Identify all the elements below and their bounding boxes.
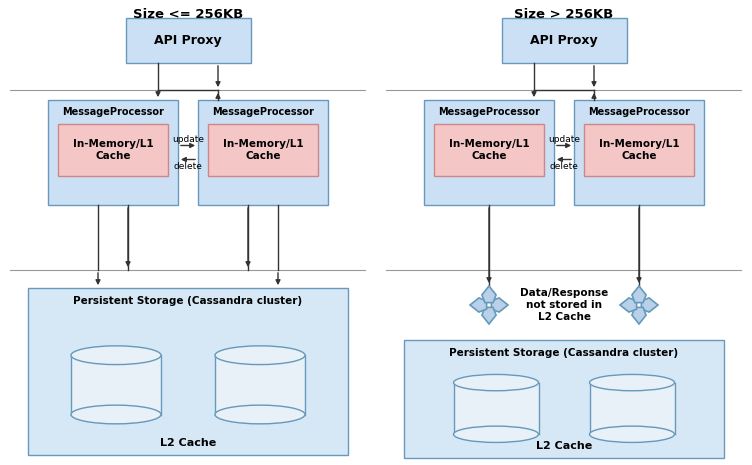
Ellipse shape [453,426,538,442]
Ellipse shape [215,405,305,424]
Polygon shape [482,286,496,303]
Text: Size <= 256KB: Size <= 256KB [133,8,243,21]
Text: API Proxy: API Proxy [154,34,222,47]
Text: MessageProcessor: MessageProcessor [212,107,314,117]
Bar [502,18,626,63]
Ellipse shape [71,405,161,424]
Ellipse shape [590,374,675,391]
Text: update: update [172,134,204,144]
Bar [198,100,328,205]
Bar [58,124,168,176]
Ellipse shape [453,374,538,391]
Text: Persistent Storage (Cassandra cluster): Persistent Storage (Cassandra cluster) [74,296,302,306]
Text: L2 Cache: L2 Cache [160,438,216,448]
Polygon shape [470,298,487,312]
Ellipse shape [590,426,675,442]
Text: In-Memory/L1
Cache: In-Memory/L1 Cache [223,139,303,161]
Bar [28,288,348,455]
Text: L2 Cache: L2 Cache [536,441,592,451]
Bar [424,100,554,205]
Text: MessageProcessor: MessageProcessor [62,107,164,117]
Text: MessageProcessor: MessageProcessor [438,107,540,117]
Polygon shape [632,286,646,303]
Bar [574,100,704,205]
Bar [434,124,544,176]
Text: Data/Response
not stored in
L2 Cache: Data/Response not stored in L2 Cache [520,288,608,322]
Text: delete: delete [550,161,578,171]
Polygon shape [620,298,637,312]
Ellipse shape [71,346,161,365]
Bar [48,100,178,205]
Text: Size > 256KB: Size > 256KB [514,8,614,21]
Text: MessageProcessor: MessageProcessor [588,107,690,117]
Text: In-Memory/L1
Cache: In-Memory/L1 Cache [73,139,153,161]
Text: In-Memory/L1
Cache: In-Memory/L1 Cache [449,139,529,161]
Bar [584,124,694,176]
Text: update: update [548,134,580,144]
Text: Persistent Storage (Cassandra cluster): Persistent Storage (Cassandra cluster) [450,348,678,358]
Text: In-Memory/L1
Cache: In-Memory/L1 Cache [599,139,679,161]
Bar [126,18,250,63]
Bar [208,124,318,176]
Ellipse shape [215,346,305,365]
Bar [404,340,724,458]
Text: API Proxy: API Proxy [530,34,598,47]
Polygon shape [491,298,508,312]
Polygon shape [641,298,658,312]
Polygon shape [482,307,496,324]
Polygon shape [632,307,646,324]
Text: delete: delete [174,161,202,171]
